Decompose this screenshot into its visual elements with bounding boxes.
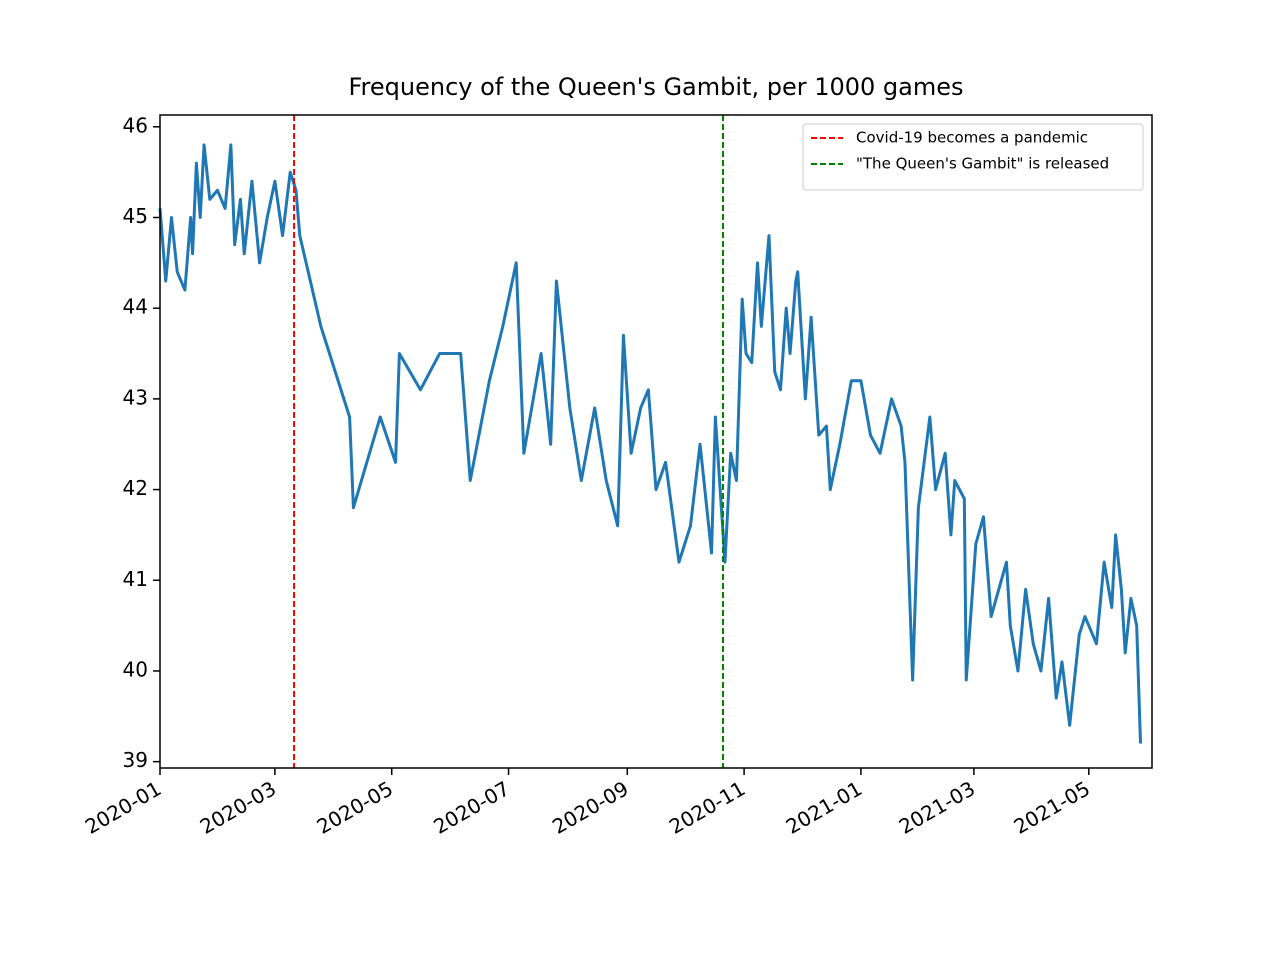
legend-label: "The Queen's Gambit" is released bbox=[856, 155, 1109, 173]
data-line bbox=[158, 143, 1143, 744]
y-tick-label: 40 bbox=[123, 657, 148, 681]
y-tick-label: 45 bbox=[123, 204, 148, 228]
y-tick-label: 41 bbox=[123, 567, 148, 591]
y-tick-label: 43 bbox=[123, 385, 148, 409]
chart-title: Frequency of the Queen's Gambit, per 100… bbox=[348, 73, 963, 101]
y-tick-label: 46 bbox=[123, 113, 148, 137]
legend-label: Covid-19 becomes a pandemic bbox=[856, 129, 1088, 147]
y-tick-label: 39 bbox=[123, 748, 148, 772]
legend-box bbox=[802, 123, 1144, 191]
y-tick-label: 44 bbox=[123, 295, 148, 319]
y-tick-label: 42 bbox=[123, 476, 148, 500]
plot-frame bbox=[159, 114, 1153, 769]
